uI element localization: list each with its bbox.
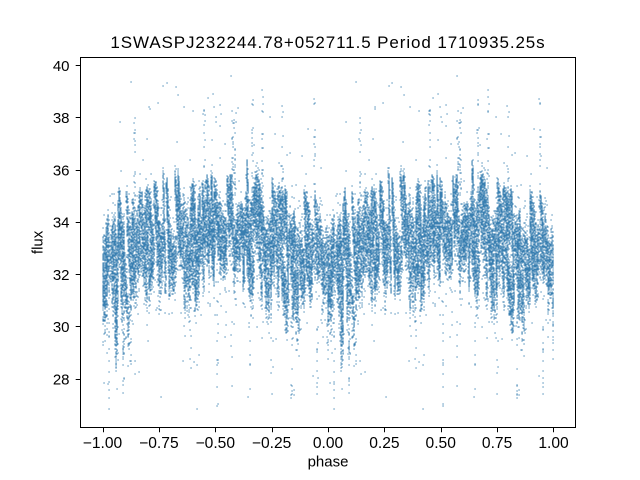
svg-text:30: 30	[53, 319, 70, 336]
svg-text:0.75: 0.75	[482, 435, 513, 452]
svg-text:1.00: 1.00	[538, 435, 569, 452]
svg-text:−1.00: −1.00	[83, 435, 123, 452]
svg-text:36: 36	[53, 162, 70, 179]
svg-text:34: 34	[53, 215, 70, 232]
svg-text:38: 38	[53, 110, 70, 127]
svg-text:40: 40	[53, 58, 70, 75]
svg-text:−0.25: −0.25	[252, 435, 292, 452]
svg-text:1SWASPJ232244.78+052711.5 Peri: 1SWASPJ232244.78+052711.5 Period 1710935…	[110, 33, 545, 52]
svg-text:flux: flux	[30, 230, 47, 254]
svg-text:−0.50: −0.50	[196, 435, 236, 452]
svg-text:0.50: 0.50	[426, 435, 457, 452]
svg-text:phase: phase	[308, 454, 349, 471]
svg-text:32: 32	[53, 267, 70, 284]
svg-text:28: 28	[53, 372, 70, 389]
svg-text:0.25: 0.25	[369, 435, 400, 452]
svg-text:0.00: 0.00	[313, 435, 344, 452]
svg-text:−0.75: −0.75	[139, 435, 179, 452]
